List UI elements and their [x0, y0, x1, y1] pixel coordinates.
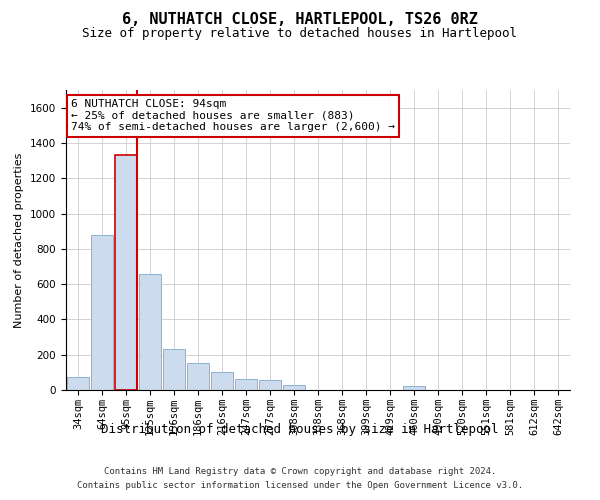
- Bar: [91, 234, 113, 390]
- Bar: [67, 377, 89, 390]
- Bar: [163, 348, 185, 390]
- Text: Contains public sector information licensed under the Open Government Licence v3: Contains public sector information licen…: [77, 481, 523, 490]
- Text: Contains HM Land Registry data © Crown copyright and database right 2024.: Contains HM Land Registry data © Crown c…: [104, 468, 496, 476]
- Text: 6 NUTHATCH CLOSE: 94sqm
← 25% of detached houses are smaller (883)
74% of semi-d: 6 NUTHATCH CLOSE: 94sqm ← 25% of detache…: [71, 99, 395, 132]
- Bar: [139, 274, 161, 390]
- Y-axis label: Number of detached properties: Number of detached properties: [14, 152, 25, 328]
- Bar: [259, 380, 281, 390]
- Bar: [235, 378, 257, 390]
- Text: Size of property relative to detached houses in Hartlepool: Size of property relative to detached ho…: [83, 28, 517, 40]
- Bar: [115, 156, 137, 390]
- Bar: [211, 372, 233, 390]
- Bar: [403, 386, 425, 390]
- Bar: [187, 362, 209, 390]
- Bar: [283, 384, 305, 390]
- Text: 6, NUTHATCH CLOSE, HARTLEPOOL, TS26 0RZ: 6, NUTHATCH CLOSE, HARTLEPOOL, TS26 0RZ: [122, 12, 478, 28]
- Text: Distribution of detached houses by size in Hartlepool: Distribution of detached houses by size …: [101, 422, 499, 436]
